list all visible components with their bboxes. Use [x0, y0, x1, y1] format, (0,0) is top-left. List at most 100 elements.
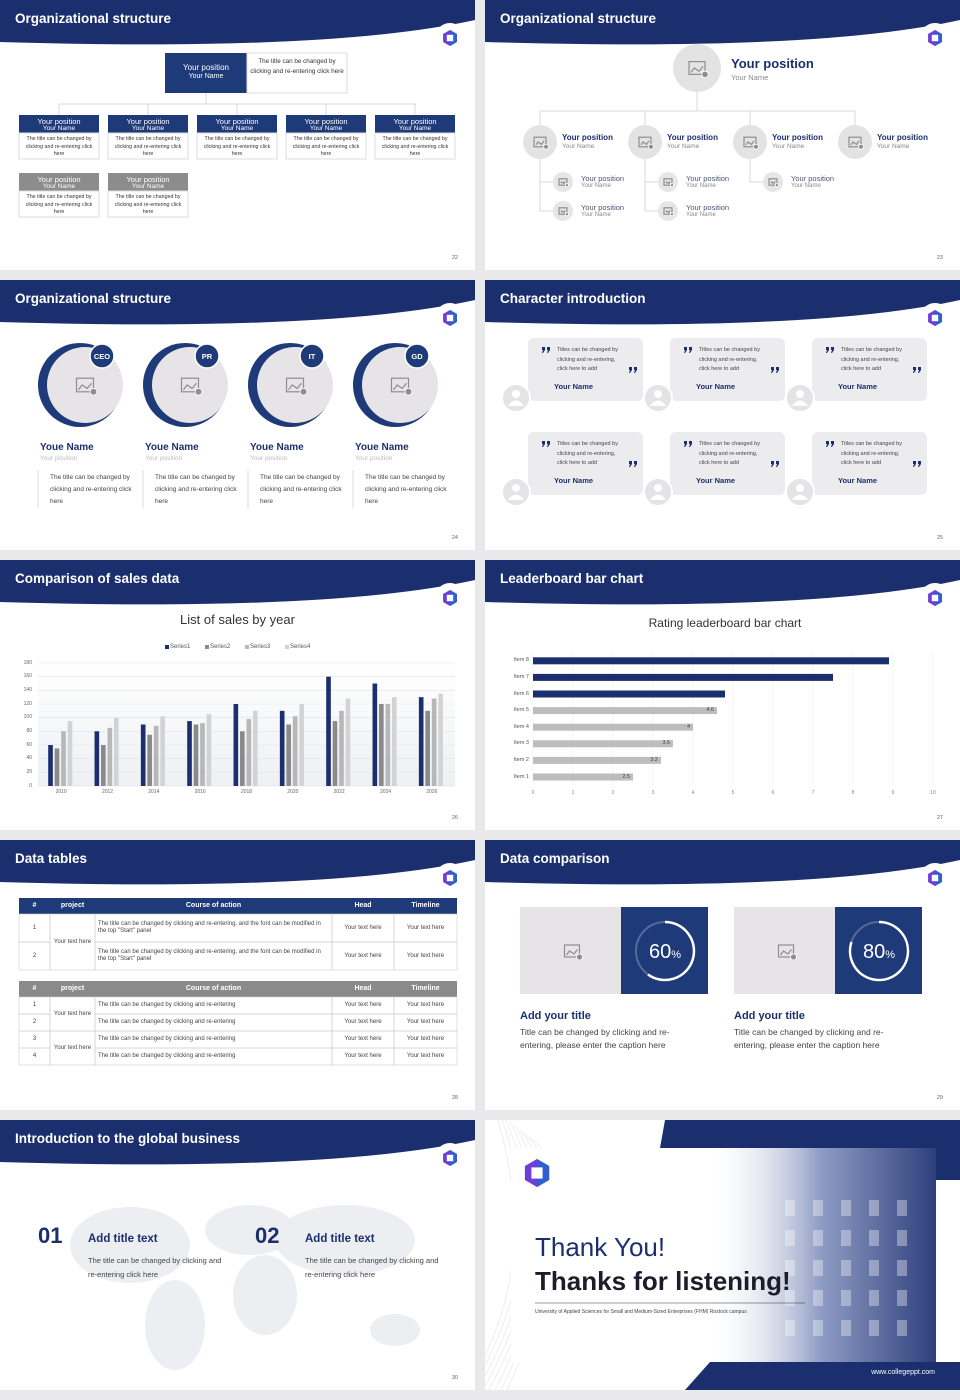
header-band — [0, 280, 475, 325]
bar — [193, 724, 199, 786]
box-text: The title can be changed by clicking and… — [114, 194, 182, 215]
bar — [339, 710, 344, 786]
y-tick-label: 160 — [23, 673, 32, 680]
image-icon — [638, 136, 652, 148]
slide: Data comparison 29 60% Add your title Title … — [485, 840, 960, 1110]
bar — [279, 710, 285, 786]
photo-window — [869, 1230, 879, 1246]
slide-title: Data comparison — [500, 851, 610, 866]
slide: Character introduction 25 Titles can be ch… — [485, 280, 960, 550]
avatar-icon — [650, 400, 666, 406]
bar — [425, 710, 430, 786]
image-icon — [858, 144, 864, 150]
image-icon — [753, 144, 759, 150]
cell-text: The title can be changed by clicking and… — [98, 1002, 236, 1008]
cell-text: Your text here — [406, 1019, 445, 1025]
box-position: Your position — [183, 63, 229, 72]
value-label: 3.2 — [650, 756, 658, 763]
box-name: Your Name — [131, 125, 165, 132]
value-label: 2.5 — [622, 773, 630, 780]
x-tick-label: 2026 — [426, 789, 438, 795]
bar — [286, 724, 291, 786]
bar — [107, 727, 113, 786]
x-tick-label: 2 — [611, 790, 615, 796]
avatar-icon — [654, 390, 662, 398]
member-name: Youe Name — [355, 442, 409, 453]
header-cell: Course of action — [185, 984, 242, 992]
image-icon — [774, 183, 779, 188]
chart-title: List of sales by year — [180, 612, 295, 627]
position: Your position — [562, 133, 613, 142]
table-cell — [393, 941, 458, 971]
bar — [533, 657, 889, 665]
bar — [533, 707, 717, 715]
quote-mark — [826, 441, 834, 447]
header-cell: Timeline — [411, 901, 440, 909]
cell-text: 1 — [32, 1002, 37, 1008]
bar — [206, 714, 212, 786]
header-band — [0, 1120, 475, 1165]
note-box — [246, 52, 348, 94]
slide-graphics — [0, 840, 475, 1066]
quote-mark — [826, 347, 834, 353]
x-tick-label: 2018 — [240, 789, 253, 795]
member-name: Youe Name — [250, 442, 304, 453]
name: Your Name — [581, 183, 611, 189]
legend-swatch — [245, 645, 249, 649]
box-position: Your position — [37, 175, 81, 184]
bar — [345, 698, 351, 786]
item-title: Add your title — [734, 1010, 805, 1022]
box-header — [19, 173, 99, 191]
photo-window — [897, 1290, 907, 1306]
slide-title: Character introduction — [500, 291, 646, 306]
image-icon — [640, 140, 650, 146]
cell-text: Your text here — [344, 1019, 382, 1025]
logo-mark — [935, 590, 942, 606]
logo-mark — [531, 1167, 543, 1179]
cell-text: Your text here — [53, 938, 92, 945]
x-tick-label: 5 — [731, 790, 735, 796]
top-position: Your position — [731, 56, 814, 71]
avatar — [553, 201, 573, 221]
image-icon — [780, 949, 792, 956]
avatar — [673, 44, 721, 92]
avatar-icon — [792, 400, 808, 406]
header-cell: Timeline — [411, 984, 440, 992]
cell-text: Your text here — [344, 924, 382, 931]
bar — [533, 773, 633, 781]
card — [812, 432, 927, 495]
y-tick-label: Item 3 — [513, 740, 529, 747]
bar — [67, 721, 73, 786]
y-tick-label: 60 — [26, 741, 32, 748]
member-name: Youe Name — [40, 442, 94, 453]
avatar-icon — [650, 494, 666, 500]
y-tick-label: Item 7 — [513, 673, 529, 680]
bar — [533, 690, 725, 698]
image-icon — [790, 953, 797, 961]
item-text: Title can be changed by clicking and re-… — [734, 1027, 884, 1050]
item-title: Add title text — [305, 1233, 375, 1245]
box-body — [18, 132, 100, 160]
logo-mark — [450, 870, 457, 886]
quote-mark — [771, 367, 779, 373]
slide-graphics — [485, 1120, 960, 1390]
image-icon — [558, 207, 568, 215]
cell-text: 3 — [32, 1036, 37, 1042]
x-tick-label: 0 — [531, 790, 535, 796]
logo-mark — [931, 314, 939, 322]
position: Your position — [772, 133, 823, 142]
image-icon — [663, 178, 673, 186]
logo-mark — [931, 874, 939, 882]
avatar-icon — [508, 494, 524, 500]
x-tick-label: 2024 — [379, 789, 392, 795]
slide: Comparison of sales data 26 List of sales … — [0, 560, 475, 830]
card-name: Your Name — [696, 476, 736, 485]
image-box — [734, 907, 835, 994]
page-number: 23 — [936, 255, 943, 261]
cell-text: Your text here — [344, 1036, 382, 1042]
photo-window — [785, 1200, 795, 1216]
photo-window — [841, 1200, 851, 1216]
quote-text: Titles can be changed by clicking and re… — [841, 441, 902, 466]
slide-title: Leaderboard bar chart — [500, 571, 644, 586]
bar — [240, 731, 245, 786]
